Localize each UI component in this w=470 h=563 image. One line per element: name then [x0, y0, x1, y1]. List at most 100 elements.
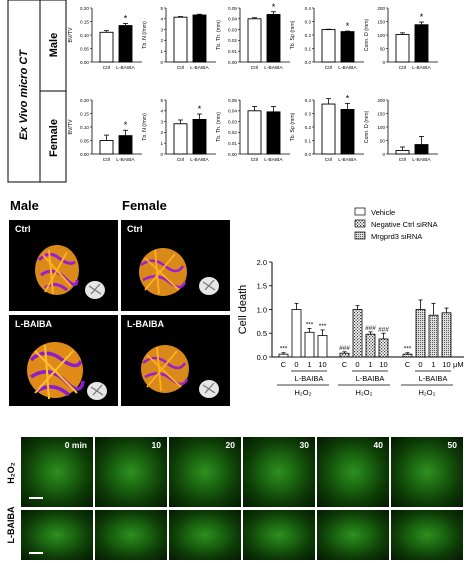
bone-scan-graphic: [27, 342, 107, 400]
x-tick-label: 10: [442, 360, 450, 369]
y-tick-label: 0.03: [228, 27, 237, 32]
h2o2-label: H₂O₂: [294, 388, 311, 397]
bar-2-3: [441, 312, 452, 358]
y-tick-label: 2.0: [257, 258, 267, 267]
y-tick-label: 0.0: [257, 353, 267, 362]
significance-mark: ***: [306, 322, 314, 329]
y-axis-label: Tb. N (/mm): [142, 21, 148, 49]
y-tick-label: 200: [377, 6, 385, 11]
x-tick-label: L-BAIBA: [116, 65, 135, 71]
significance-star: *: [272, 2, 276, 12]
tile-label: Ctrl: [127, 224, 143, 234]
y-tick-label: 0.2: [305, 33, 312, 38]
significance-star: *: [420, 12, 424, 22]
h2o2-label: H₂O₂: [418, 388, 435, 397]
x-tick-label: Ctrl: [325, 157, 332, 163]
x-tick-label: 1: [307, 360, 311, 369]
timelapse-image-lbaiba-0: [21, 510, 93, 560]
y-tick-label: 150: [377, 19, 385, 24]
y-axis-label: Cell death: [237, 285, 249, 335]
bar-ctrl: [247, 110, 262, 155]
y-tick-label: 0.01: [228, 49, 237, 54]
bar-1-2: [365, 333, 376, 358]
time-label: 50: [447, 440, 457, 450]
x-tick-label: C: [405, 360, 411, 369]
y-tick-label: 0.01: [228, 141, 237, 146]
micro-ct-image-female-lbaiba: L-BAIBA: [121, 315, 230, 406]
bone-scan-graphic: [141, 345, 219, 398]
bone-scan-graphic: [139, 248, 219, 296]
y-tick-label: 0.05: [228, 6, 237, 11]
bar-lbaiba: [118, 25, 133, 63]
time-label: 10: [151, 440, 161, 450]
significance-mark: ###: [339, 345, 350, 352]
ct-panel-4: 0 50 100 150 200 Conn. D (mm) Ctrl L-BAIBA *: [364, 6, 438, 71]
micro-ct-image-male-ctrl: Ctrl: [9, 220, 118, 311]
y-tick-label: 0: [160, 60, 163, 65]
ct-panel-0: 0.00 0.05 0.10 0.15 0.20 BV/TV Ctrl L-BAIBA *: [68, 6, 142, 71]
significance-mark: ###: [365, 325, 376, 332]
bar-0-2: [304, 331, 315, 358]
y-tick-label: 0: [382, 60, 385, 65]
timelapse-image-h2o2-50: 50: [391, 437, 463, 507]
bar-0-1: [291, 309, 302, 358]
significance-mark: ***: [319, 323, 327, 330]
scale-bar: [29, 552, 43, 554]
bar-2-2: [428, 314, 439, 358]
timelapse-image-lbaiba-10: [95, 510, 167, 560]
legend-swatch: [354, 231, 366, 240]
x-tick-label: Ctrl: [103, 65, 110, 71]
y-tick-label: 1.5: [257, 282, 267, 291]
x-tick-label: Ctrl: [399, 157, 406, 163]
y-tick-label: 0.4: [305, 6, 312, 11]
y-tick-label: 0.02: [228, 130, 237, 135]
y-axis-label: BV/TV: [68, 27, 74, 43]
y-tick-label: 0.10: [80, 125, 89, 130]
y-tick-label: 0.00: [80, 60, 89, 65]
y-tick-label: 100: [377, 125, 385, 130]
x-tick-label: L-BAIBA: [190, 157, 209, 163]
y-tick-label: 0.3: [305, 111, 312, 116]
x-tick-label: 0: [418, 360, 422, 369]
x-tick-label: L-BAIBA: [264, 157, 283, 163]
x-tick-label: 0: [294, 360, 298, 369]
y-tick-label: 3: [160, 27, 163, 32]
y-tick-label: 0.15: [80, 111, 89, 116]
x-tick-label: Ctrl: [399, 65, 406, 71]
y-tick-label: 0.2: [305, 125, 312, 130]
y-tick-label: 100: [377, 33, 385, 38]
tile-label: L-BAIBA: [15, 319, 52, 329]
x-tick-label: Ctrl: [177, 157, 184, 163]
x-tick-label: L-BAIBA: [264, 65, 283, 71]
y-tick-label: 0.0: [305, 60, 312, 65]
y-tick-label: 0.04: [228, 109, 237, 114]
significance-mark: ***: [280, 346, 288, 353]
x-tick-label: Ctrl: [103, 157, 110, 163]
significance-star: *: [124, 120, 128, 130]
bar-ctrl: [321, 103, 336, 155]
time-label: 40: [373, 440, 383, 450]
y-tick-label: 0.05: [80, 138, 89, 143]
x-tick-label: 1: [368, 360, 372, 369]
y-axis-label: Tb. Sp (mm): [290, 112, 296, 141]
bar-lbaiba: [192, 14, 207, 63]
y-axis-label: Tb. Th. (mm): [216, 112, 222, 142]
ct-panel-9: 0 50 100 150 200 Conn. D (mm) Ctrl L-BAIBA: [364, 98, 438, 163]
x-tick-label: L-BAIBA: [116, 157, 135, 163]
image-col-title-male: Male: [10, 198, 39, 213]
bar-ctrl: [99, 31, 114, 63]
y-tick-label: 0.00: [80, 152, 89, 157]
x-tick-label: Ctrl: [251, 65, 258, 71]
h2o2-label: H₂O₂: [355, 388, 372, 397]
time-label: 0 min: [64, 440, 87, 450]
y-tick-label: 0.5: [257, 329, 267, 338]
bar-0-3: [317, 335, 328, 358]
time-label: 30: [299, 440, 309, 450]
scale-bar: [29, 497, 43, 499]
x-tick-label: 0: [355, 360, 359, 369]
ct-section-label: Ex Vivo micro CT: [18, 49, 30, 140]
timelapse-image-h2o2-30: 30: [243, 437, 315, 507]
timelapse-image-h2o2-10: 10: [95, 437, 167, 507]
ct-panel-5: 0.00 0.05 0.10 0.15 0.20 BV/TV Ctrl L-BAIBA *: [68, 98, 142, 163]
